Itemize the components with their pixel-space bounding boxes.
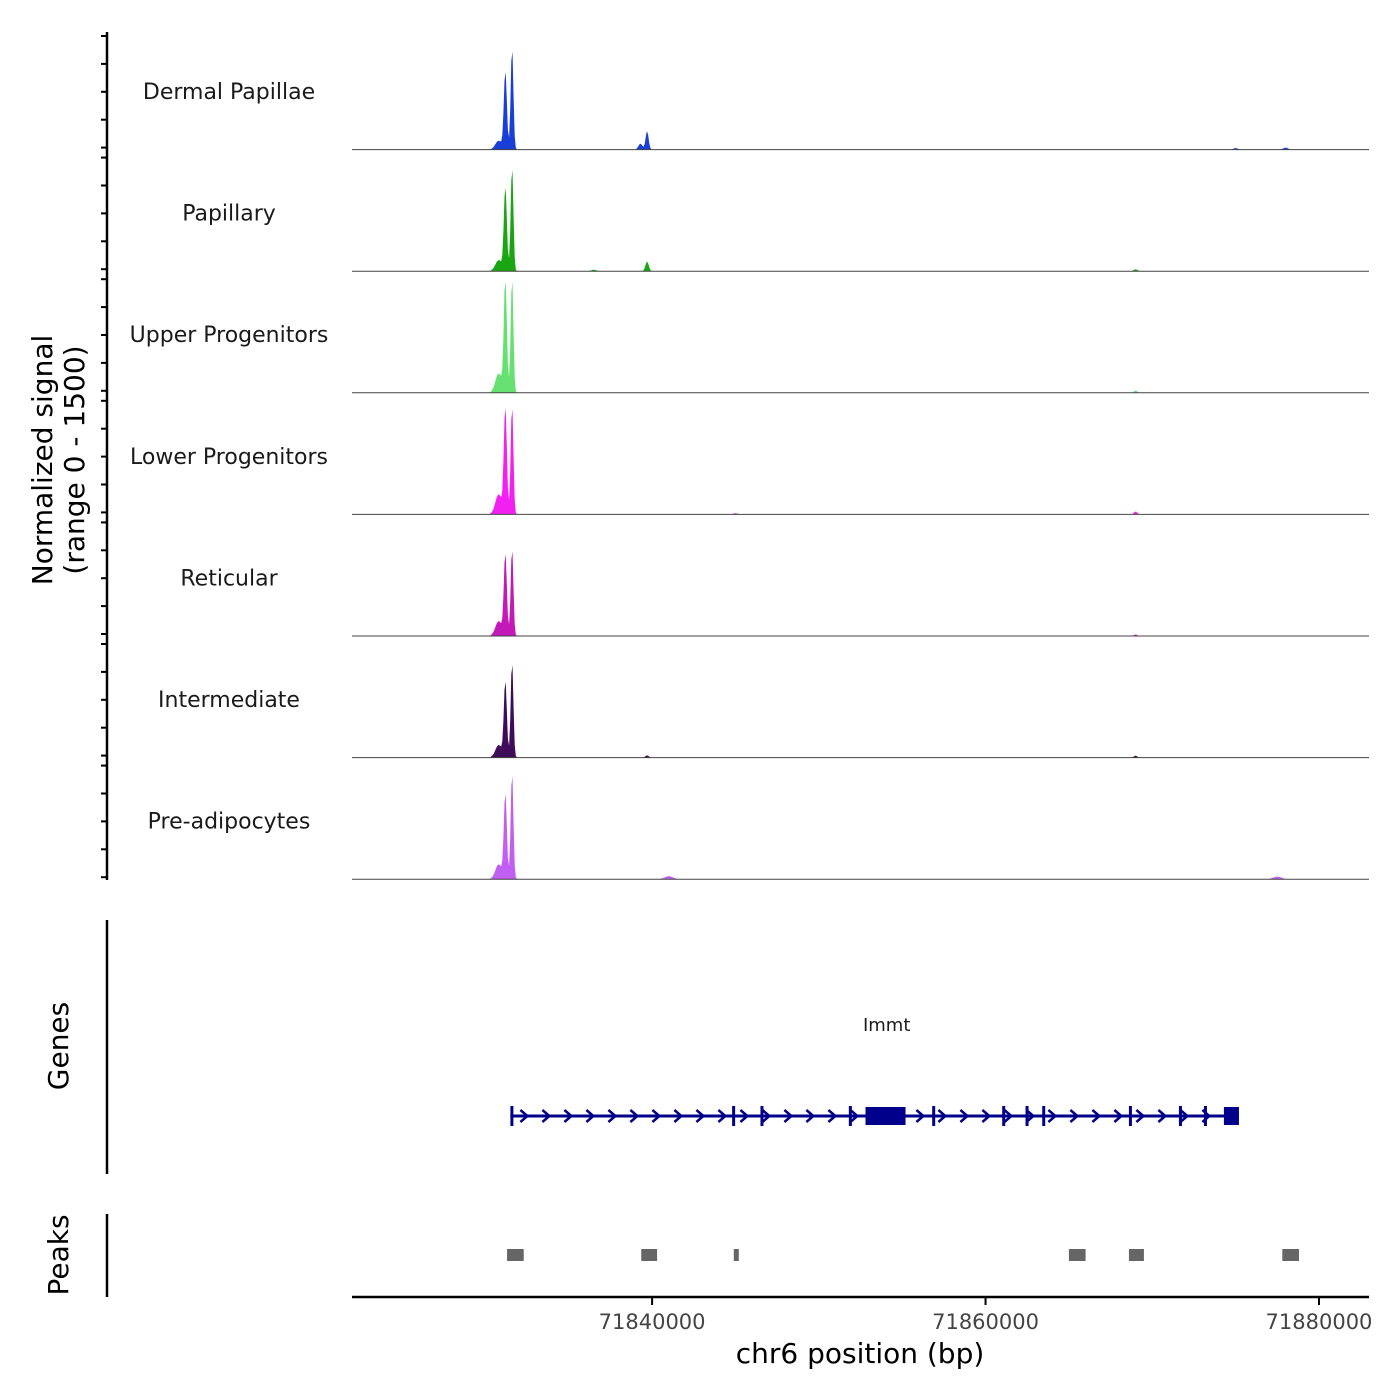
gene-name: Immt: [863, 1015, 910, 1036]
y-axis-title-line1: Normalized signal: [26, 335, 59, 586]
exon: [932, 1106, 936, 1126]
track-label: Reticular: [180, 566, 278, 591]
track-pre-adipocytes: Pre-adipocytes: [101, 764, 1369, 880]
x-tick-label: 71880000: [1266, 1310, 1373, 1334]
track-label: Dermal Papillae: [143, 80, 315, 105]
peak-region: [1128, 1249, 1144, 1261]
exon: [510, 1106, 514, 1126]
exon: [848, 1106, 852, 1126]
genes-axis-title: Genes: [42, 1002, 75, 1090]
peak-region: [733, 1249, 739, 1261]
strand-arrow: [849, 1109, 860, 1123]
x-tick-label: 71840000: [599, 1310, 706, 1334]
strand-arrow: [827, 1109, 838, 1123]
exon: [1025, 1106, 1029, 1126]
gene-track: Immt: [105, 920, 1239, 1174]
track-label: Lower Progenitors: [130, 445, 328, 470]
exon: [1223, 1107, 1239, 1125]
track-label: Papillary: [182, 202, 276, 227]
exon: [865, 1107, 906, 1125]
strand-arrow: [1003, 1109, 1014, 1123]
strand-arrow: [717, 1109, 728, 1123]
exon: [1203, 1106, 1207, 1126]
peak-region: [641, 1249, 658, 1261]
y-axis-title-line2: (range 0 - 1500): [58, 345, 91, 574]
coverage-tracks: Dermal Papillae Papillary Upper Progenitor…: [101, 32, 1369, 880]
exon: [732, 1106, 736, 1126]
strand-arrow: [805, 1109, 816, 1123]
strand-arrow: [1091, 1109, 1102, 1123]
strand-arrow: [1179, 1109, 1190, 1123]
strand-arrow: [519, 1109, 530, 1123]
track-dermal-papillae: Dermal Papillae: [101, 35, 1369, 151]
track-label: Pre-adipocytes: [148, 810, 311, 835]
exon: [760, 1106, 764, 1126]
strand-arrow: [629, 1109, 640, 1123]
track-papillary: Papillary: [101, 156, 1369, 272]
track-label: Intermediate: [158, 688, 300, 713]
peaks-axis-title: Peaks: [42, 1214, 75, 1295]
strand-arrow: [651, 1109, 662, 1123]
exon: [1002, 1106, 1006, 1126]
track-upper-progenitors: Upper Progenitors: [101, 278, 1369, 394]
x-tick-label: 71860000: [932, 1310, 1039, 1334]
track-lower-progenitors: Lower Progenitors: [101, 399, 1369, 515]
signal-area: [352, 170, 1369, 272]
strand-arrow: [585, 1109, 596, 1123]
strand-arrow: [761, 1109, 772, 1123]
x-axis-title: chr6 position (bp): [736, 1337, 985, 1370]
track-intermediate: Intermediate: [101, 643, 1369, 759]
peak-region: [1068, 1249, 1086, 1261]
strand-arrow: [739, 1109, 750, 1123]
signal-area: [352, 776, 1369, 880]
signal-area: [352, 665, 1369, 758]
exon: [1178, 1106, 1182, 1126]
peak-region: [1282, 1249, 1299, 1261]
strand-arrow: [695, 1109, 706, 1123]
strand-arrow: [1157, 1109, 1168, 1123]
strand-arrow: [1135, 1109, 1146, 1123]
x-axis: 71840000 71860000 71880000: [352, 1295, 1373, 1334]
signal-area: [352, 281, 1369, 393]
strand-arrow: [1113, 1109, 1124, 1123]
strand-arrow: [541, 1109, 552, 1123]
peaks-track: [105, 1214, 1299, 1297]
strand-arrow: [959, 1109, 970, 1123]
strand-arrow: [607, 1109, 618, 1123]
exon: [1042, 1106, 1046, 1126]
peak-region: [507, 1249, 524, 1261]
signal-area: [352, 51, 1369, 150]
strand-arrow: [783, 1109, 794, 1123]
strand-arrow: [1025, 1109, 1036, 1123]
strand-arrow: [673, 1109, 684, 1123]
strand-arrow: [937, 1109, 948, 1123]
track-reticular: Reticular: [101, 521, 1369, 637]
strand-arrow: [563, 1109, 574, 1123]
exon: [1128, 1106, 1132, 1126]
strand-arrow: [1069, 1109, 1080, 1123]
track-label: Upper Progenitors: [130, 323, 329, 348]
strand-arrow: [915, 1109, 926, 1123]
signal-area: [352, 551, 1369, 636]
strand-arrow: [981, 1109, 992, 1123]
signal-area: [352, 407, 1369, 515]
strand-arrow: [1047, 1109, 1058, 1123]
